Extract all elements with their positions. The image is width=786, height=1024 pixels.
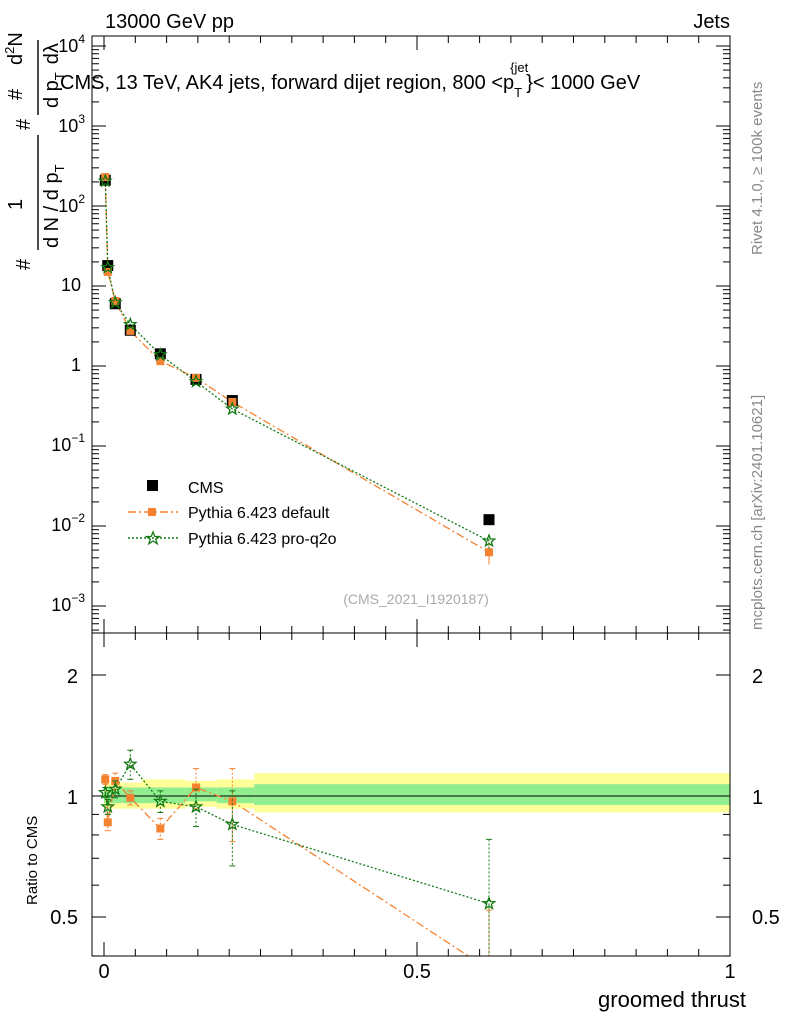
header-left: 13000 GeV pp (105, 11, 234, 33)
ratio-frame (91, 632, 731, 957)
header-right: Jets (693, 11, 730, 33)
rivet-label: Rivet 4.1.0, ≥ 100k events (749, 82, 766, 255)
main-point-proq2o (97, 173, 113, 188)
ratio-band-inner (104, 787, 111, 804)
main-title: CMS, 13 TeV, AK4 jets, forward dijet reg… (60, 60, 641, 100)
ratio-point-default (192, 783, 201, 792)
ratio-ytick-right-1: 1 (752, 787, 763, 809)
ytick-label-1e-2: 10−2 (51, 511, 85, 535)
main-point-default (103, 267, 112, 276)
ytick-label-1e2: 102 (58, 192, 85, 216)
ratio-point-proq2o (97, 784, 113, 799)
ratio-point-proq2o (100, 798, 116, 814)
main-line-default (104, 177, 490, 553)
svg-text:1: 1 (5, 199, 27, 210)
ratio-ylabel: Ratio to CMS (24, 816, 41, 905)
ytick-label-1e4: 104 (58, 32, 85, 56)
main-point-default (111, 296, 120, 305)
svg-text:d pTdλ: d pTdλ (41, 43, 67, 108)
svg-text:d N / d pT: d N / d pT (41, 164, 67, 248)
ratio-point-proq2o (481, 895, 497, 910)
main-ylabel: # 1 d N / d pT # # d pTdλ d2N (2, 32, 67, 270)
svg-text:#: # (5, 88, 27, 100)
main-point-default (156, 357, 165, 366)
ratio-point-proq2o (224, 816, 240, 831)
legend-cms-label: CMS (188, 480, 224, 497)
ratio-point-proq2o (122, 756, 138, 771)
ratio-point-default (103, 818, 112, 827)
legend-proq2o-marker (144, 530, 162, 546)
main-ticks (92, 36, 731, 633)
ytick-label-1e-3: 10−3 (51, 591, 85, 615)
main-panel: 104 103 102 10 1 10−1 10−2 10−3 (51, 32, 731, 634)
ratio-ytick-left-1: 1 (67, 787, 78, 809)
ratio-band-inner (216, 787, 255, 804)
mcplots-label: mcplots.cern.ch [arXiv:2401.10621] (749, 395, 766, 630)
main-point-cms (102, 260, 114, 272)
xaxis-label: groomed thrust (598, 987, 746, 1012)
ratio-bands (104, 773, 731, 813)
analysis-watermark: (CMS_2021_I1920187) (343, 591, 489, 607)
svg-text:#: # (13, 118, 35, 130)
ytick-label-1: 1 (71, 355, 81, 375)
ratio-ytick-left-2: 2 (67, 666, 78, 688)
main-point-proq2o (481, 533, 497, 548)
ratio-band-inner (254, 784, 731, 805)
main-point-default (101, 173, 110, 182)
main-point-cms (154, 348, 166, 360)
legend-proq2o-label: Pythia 6.423 pro-q2o (188, 531, 337, 548)
ratio-panel (91, 632, 731, 957)
ratio-point-default (126, 793, 135, 802)
main-point-proq2o (107, 294, 123, 310)
ytick-label-1e3: 103 (58, 112, 85, 136)
ratio-point-proq2o (188, 798, 204, 814)
ratio-line-default (104, 779, 469, 957)
ratio-point-default (156, 824, 165, 833)
xtick-label-05: 0.5 (403, 961, 431, 983)
main-tick-labels: 104 103 102 10 1 10−1 10−2 10−3 (51, 32, 85, 615)
legend: CMS Pythia 6.423 default Pythia 6.423 pr… (128, 480, 337, 548)
ratio-markers (97, 749, 497, 956)
ratio-point-default (228, 797, 237, 806)
ratio-point-default (101, 775, 110, 784)
legend-cms-marker (147, 480, 158, 491)
main-point-default (192, 373, 201, 382)
ratio-ytick-right-05: 0.5 (752, 907, 780, 929)
legend-default-marker (148, 508, 156, 516)
svg-text:d2N: d2N (2, 32, 27, 65)
xtick-label-1: 1 (724, 961, 735, 983)
ytick-label-1e-1: 10−1 (51, 431, 85, 455)
xtick-label-0: 0 (98, 961, 109, 983)
svg-text:#: # (13, 258, 35, 270)
main-markers (97, 173, 497, 565)
main-point-proq2o (224, 401, 240, 416)
main-point-proq2o (188, 373, 204, 388)
legend-default-label: Pythia 6.423 default (188, 505, 330, 522)
ratio-ytick-left-05: 0.5 (50, 907, 78, 929)
main-point-proq2o (152, 346, 168, 362)
ratio-point-proq2o (152, 793, 168, 808)
main-point-default (126, 326, 135, 335)
ratio-point-proq2o (107, 781, 123, 796)
ratio-band-inner (110, 787, 123, 804)
main-point-proq2o (100, 259, 116, 274)
main-point-proq2o (122, 316, 138, 331)
ratio-ytick-right-2: 2 (752, 666, 763, 688)
main-point-cms (483, 514, 495, 526)
ytick-label-10: 10 (61, 275, 81, 295)
